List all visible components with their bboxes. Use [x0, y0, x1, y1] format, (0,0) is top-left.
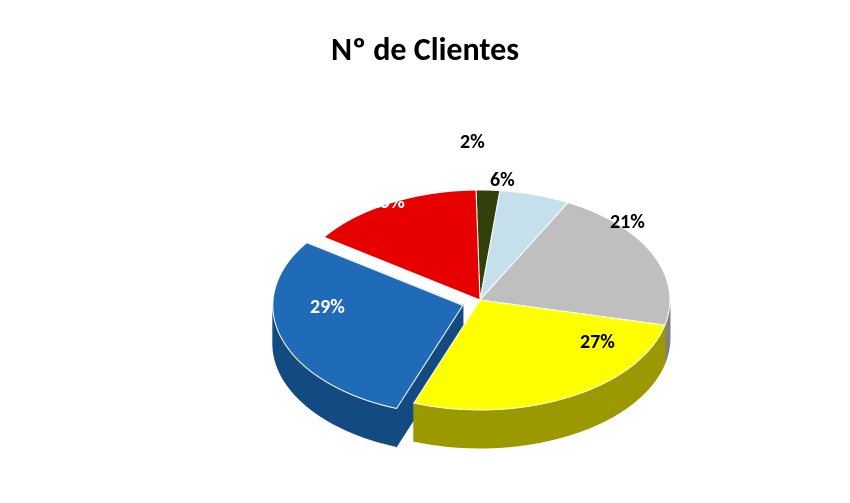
pie-slice-label: 27%: [580, 330, 615, 354]
pie-slice-label: 2%: [460, 130, 485, 154]
chart-stage: Nº de Clientes 6%21%27%29%15%2%: [0, 0, 850, 503]
pie-slice-label: 29%: [310, 295, 345, 319]
pie-slice-label: 21%: [610, 210, 645, 234]
pie-slice-label: 15%: [370, 190, 405, 214]
pie-slice-label: 6%: [490, 168, 515, 192]
pie-chart: [0, 0, 850, 503]
